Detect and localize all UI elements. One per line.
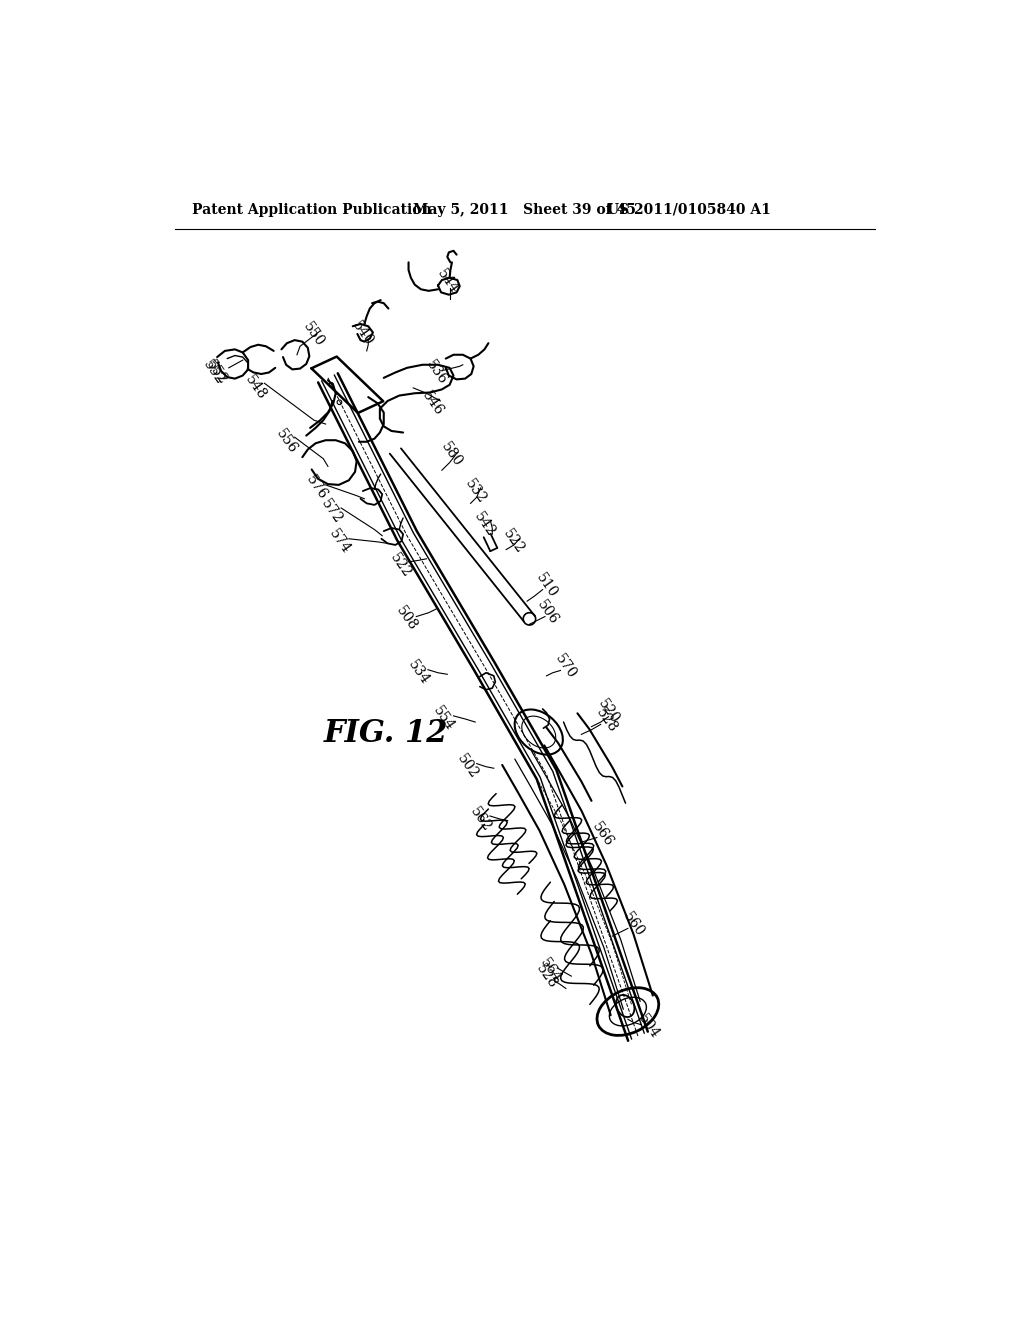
Text: 510: 510 [534, 572, 560, 601]
Text: 556: 556 [273, 426, 300, 457]
Text: 542: 542 [471, 510, 498, 539]
Text: 560: 560 [621, 909, 646, 940]
Text: 564: 564 [537, 956, 563, 986]
Text: 534: 534 [406, 657, 432, 688]
Text: 574: 574 [327, 527, 353, 557]
Text: 544: 544 [435, 267, 462, 297]
Text: 546: 546 [419, 388, 445, 418]
Text: 576: 576 [303, 473, 330, 503]
Text: FIG. 12: FIG. 12 [324, 718, 447, 748]
Text: 580: 580 [438, 440, 465, 470]
Text: 552: 552 [200, 358, 226, 387]
Text: 522: 522 [387, 550, 414, 579]
Text: 572: 572 [318, 496, 345, 525]
Text: 540: 540 [349, 319, 376, 348]
Text: 548: 548 [243, 374, 269, 403]
Text: May 5, 2011   Sheet 39 of 45: May 5, 2011 Sheet 39 of 45 [414, 203, 636, 216]
Text: 536: 536 [423, 358, 450, 387]
Text: 504: 504 [636, 1012, 663, 1041]
Text: Patent Application Publication: Patent Application Publication [191, 203, 431, 216]
Text: 508: 508 [394, 605, 420, 634]
Text: 566: 566 [589, 820, 615, 849]
Text: 532: 532 [462, 477, 488, 506]
Text: 554: 554 [431, 704, 458, 734]
Text: 528: 528 [534, 961, 560, 991]
Text: 502: 502 [455, 752, 480, 781]
Text: 522: 522 [501, 527, 527, 557]
Text: 550: 550 [301, 319, 328, 348]
Text: 570: 570 [553, 652, 580, 681]
Text: 562: 562 [467, 804, 494, 834]
Text: 506: 506 [535, 598, 561, 627]
Text: US 2011/0105840 A1: US 2011/0105840 A1 [607, 203, 771, 216]
Text: 528: 528 [594, 706, 621, 735]
Text: 552: 552 [204, 358, 230, 387]
Text: 520: 520 [595, 697, 622, 726]
